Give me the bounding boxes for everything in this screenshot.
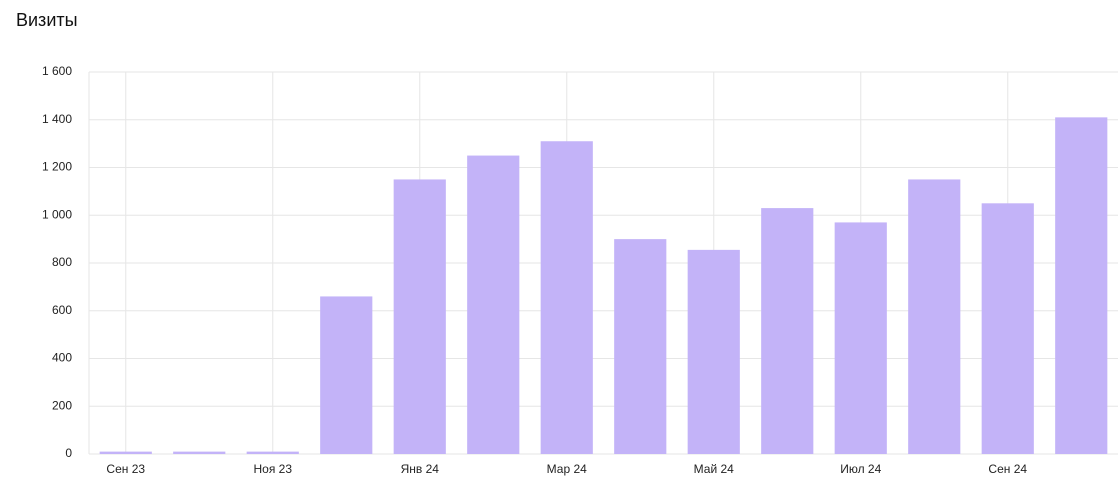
x-tick-label: Мар 24 — [547, 462, 587, 476]
y-tick-label: 0 — [65, 446, 72, 460]
chart-title: Визиты — [16, 10, 78, 30]
y-tick-label: 1 400 — [42, 112, 72, 126]
x-tick-label: Сен 24 — [988, 462, 1027, 476]
y-tick-label: 200 — [52, 398, 72, 412]
bar — [540, 141, 593, 455]
y-tick-label: 1 000 — [42, 207, 72, 221]
bar — [173, 451, 226, 454]
x-tick-label: Ноя 23 — [253, 462, 292, 476]
bar — [246, 451, 299, 454]
bar — [320, 296, 373, 454]
y-tick-label: 600 — [52, 303, 72, 317]
x-tick-label: Сен 23 — [106, 462, 145, 476]
bar — [908, 179, 961, 454]
bar — [393, 179, 446, 454]
y-tick-label: 1 600 — [42, 64, 72, 78]
bar — [834, 222, 887, 454]
bar — [761, 208, 814, 454]
bar — [99, 451, 152, 454]
y-tick-label: 400 — [52, 351, 72, 365]
x-tick-label: Июл 24 — [840, 462, 881, 476]
bar — [467, 155, 520, 454]
y-tick-label: 800 — [52, 255, 72, 269]
bar — [687, 249, 740, 454]
bar — [614, 239, 667, 454]
x-tick-label: Май 24 — [694, 462, 735, 476]
x-tick-label: Янв 24 — [401, 462, 440, 476]
y-tick-label: 1 200 — [42, 160, 72, 174]
bar — [1055, 117, 1108, 455]
bar — [981, 203, 1034, 454]
